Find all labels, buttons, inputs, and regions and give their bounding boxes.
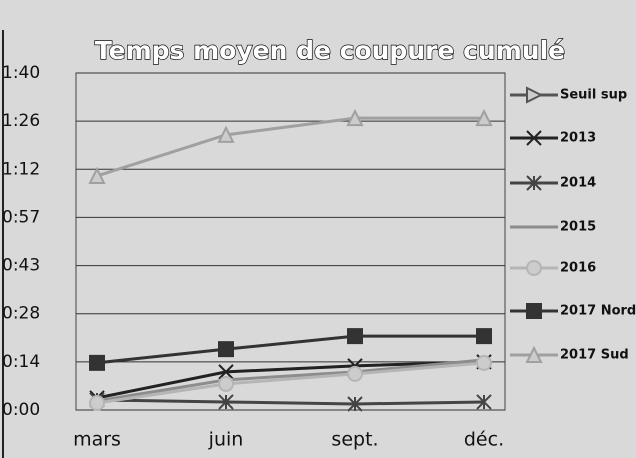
marker bbox=[526, 303, 542, 319]
legend-item: Seuil sup bbox=[510, 86, 627, 104]
marker bbox=[476, 328, 492, 345]
legend-item: 2016 bbox=[510, 260, 596, 276]
marker bbox=[476, 354, 492, 371]
legend-label: 2014 bbox=[560, 176, 596, 191]
marker bbox=[218, 341, 234, 358]
marker bbox=[475, 108, 493, 127]
chart-title: Temps moyen de coupure cumulé bbox=[95, 36, 565, 65]
marker bbox=[218, 394, 234, 410]
marker bbox=[347, 396, 363, 412]
marker bbox=[89, 354, 105, 371]
series-line bbox=[96, 398, 485, 406]
series-line bbox=[96, 334, 484, 365]
legend-label: Seuil sup bbox=[560, 88, 627, 103]
y-tick-label: 0:43 bbox=[2, 256, 40, 276]
legend-label: 2017 Nord bbox=[560, 304, 636, 319]
y-tick-label: 1:12 bbox=[2, 159, 40, 179]
marker bbox=[88, 166, 106, 184]
x-tick-label: sept. bbox=[331, 429, 378, 451]
marker bbox=[218, 364, 234, 380]
series-line bbox=[96, 358, 485, 403]
y-tick-label: 0:14 bbox=[2, 352, 40, 372]
legend-label: 2017 Sud bbox=[560, 348, 629, 363]
marker bbox=[346, 108, 364, 127]
series-line bbox=[96, 360, 485, 400]
series-line bbox=[96, 361, 485, 405]
marker bbox=[525, 345, 543, 363]
marker bbox=[347, 328, 363, 345]
marker bbox=[218, 375, 234, 392]
marker bbox=[526, 86, 544, 104]
marker bbox=[347, 365, 363, 382]
x-tick-label: juin bbox=[208, 429, 244, 451]
marker bbox=[89, 394, 105, 411]
legend-label: 2016 bbox=[560, 261, 596, 276]
marker bbox=[526, 260, 542, 276]
marker bbox=[217, 125, 235, 143]
legend-item: 2014 bbox=[510, 175, 596, 191]
y-tick-label: 1:40 bbox=[2, 63, 40, 83]
legend-item: 2015 bbox=[510, 220, 596, 235]
y-tick-label: 0:28 bbox=[2, 304, 40, 324]
y-tick-label: 0:00 bbox=[2, 400, 40, 420]
x-tick-label: mars bbox=[73, 429, 121, 451]
legend-label: 2013 bbox=[560, 131, 596, 146]
y-tick-label: 0:57 bbox=[2, 207, 40, 227]
y-tick-label: 1:26 bbox=[2, 111, 40, 131]
x-tick-label: déc. bbox=[464, 429, 504, 451]
marker bbox=[526, 175, 542, 191]
legend-item: 2013 bbox=[510, 130, 596, 146]
marker bbox=[476, 394, 492, 410]
legend-label: 2015 bbox=[560, 220, 596, 235]
legend-item: 2017 Sud bbox=[510, 345, 629, 363]
series-line bbox=[96, 116, 484, 178]
legend-item: 2017 Nord bbox=[510, 303, 636, 319]
marker bbox=[526, 130, 542, 146]
